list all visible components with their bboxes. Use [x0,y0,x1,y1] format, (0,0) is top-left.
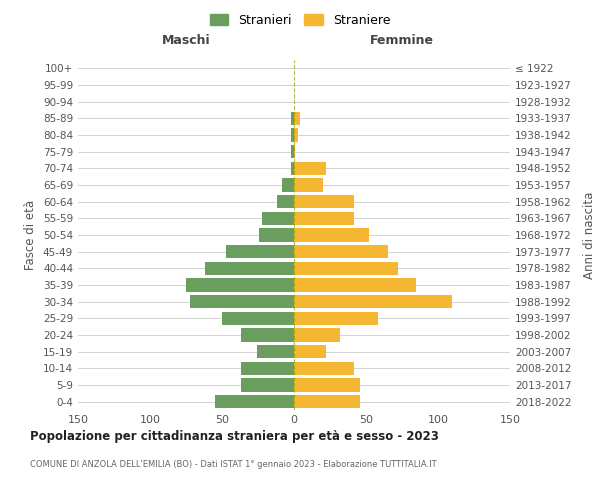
Bar [294,228,369,241]
Bar [283,178,294,192]
Y-axis label: Anni di nascita: Anni di nascita [583,192,596,278]
Bar [257,345,294,358]
Y-axis label: Fasce di età: Fasce di età [25,200,37,270]
Bar [294,345,326,358]
Bar [294,262,398,275]
Bar [259,228,294,241]
Bar [215,395,294,408]
Bar [294,278,416,291]
Bar [241,378,294,392]
Bar [226,245,294,258]
Legend: Stranieri, Straniere: Stranieri, Straniere [207,11,393,29]
Text: COMUNE DI ANZOLA DELL'EMILIA (BO) - Dati ISTAT 1° gennaio 2023 - Elaborazione TU: COMUNE DI ANZOLA DELL'EMILIA (BO) - Dati… [30,460,437,469]
Bar [291,145,294,158]
Bar [294,378,360,392]
Bar [294,395,360,408]
Bar [294,145,295,158]
Text: Popolazione per cittadinanza straniera per età e sesso - 2023: Popolazione per cittadinanza straniera p… [30,430,439,443]
Text: Femmine: Femmine [370,34,434,46]
Bar [294,195,355,208]
Bar [294,328,340,342]
Bar [294,212,355,225]
Bar [222,312,294,325]
Text: Maschi: Maschi [161,34,211,46]
Bar [294,362,355,375]
Bar [294,178,323,192]
Bar [291,112,294,125]
Bar [294,112,300,125]
Bar [186,278,294,291]
Bar [277,195,294,208]
Bar [291,128,294,141]
Bar [294,245,388,258]
Bar [294,295,452,308]
Bar [241,362,294,375]
Bar [190,295,294,308]
Bar [205,262,294,275]
Bar [291,162,294,175]
Bar [294,128,298,141]
Bar [294,162,326,175]
Bar [262,212,294,225]
Bar [241,328,294,342]
Bar [294,312,377,325]
